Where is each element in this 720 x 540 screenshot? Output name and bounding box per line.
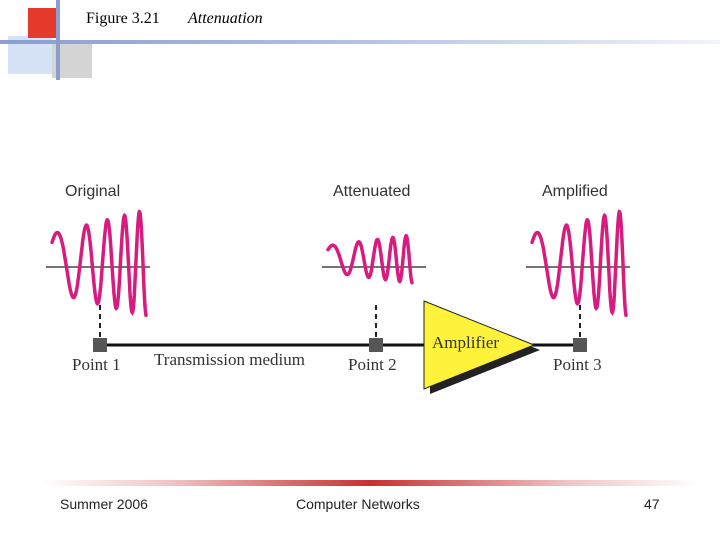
wave-amplified bbox=[530, 209, 628, 318]
point-label-3: Point 3 bbox=[553, 355, 602, 374]
footer-course: Computer Networks bbox=[296, 496, 420, 512]
decor-red-square bbox=[28, 8, 58, 38]
figure-title: Attenuation bbox=[188, 10, 263, 27]
stage-label-attenuated: Attenuated bbox=[333, 183, 410, 200]
point-marker-3 bbox=[573, 338, 587, 352]
title-rule bbox=[0, 40, 720, 44]
footer-date: Summer 2006 bbox=[60, 496, 148, 512]
stage-label-original: Original bbox=[65, 183, 120, 200]
point-label-1: Point 1 bbox=[72, 355, 121, 374]
figure-number: Figure 3.21 bbox=[86, 10, 160, 27]
amplifier-triangle bbox=[423, 300, 536, 390]
wave-original bbox=[50, 209, 148, 318]
footer-rule bbox=[40, 480, 700, 486]
stage-label-amplified: Amplified bbox=[542, 183, 608, 200]
title-vertical-rule bbox=[56, 0, 60, 80]
point-label-2: Point 2 bbox=[348, 355, 397, 374]
wave-attenuated bbox=[326, 233, 414, 285]
point-marker-1 bbox=[93, 338, 107, 352]
amplifier-label: Amplifier bbox=[432, 333, 499, 352]
page-number: 47 bbox=[644, 496, 660, 512]
medium-label: Transmission medium bbox=[154, 350, 305, 369]
point-marker-2 bbox=[369, 338, 383, 352]
